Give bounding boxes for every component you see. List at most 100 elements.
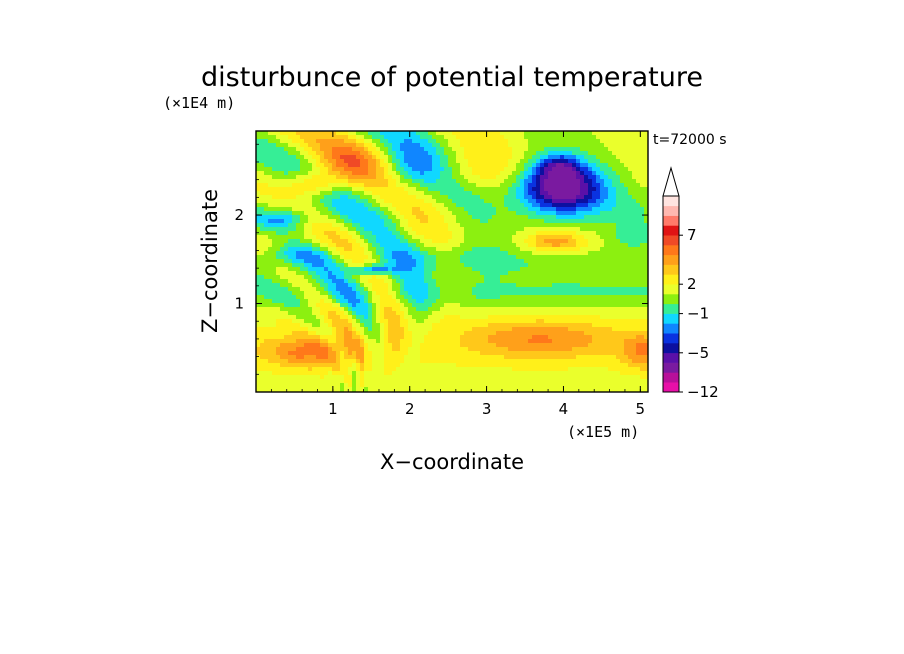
contour-cell	[372, 319, 377, 324]
contour-cell	[412, 175, 441, 180]
contour-cell	[352, 259, 365, 264]
contour-cell	[316, 303, 333, 308]
contour-cell	[628, 187, 648, 192]
contour-cell	[580, 183, 589, 188]
contour-cell	[464, 263, 529, 268]
contour-cell	[256, 383, 341, 388]
contour-cell	[544, 187, 581, 192]
contour-cell	[296, 227, 305, 232]
contour-cell	[376, 143, 385, 148]
contour-cell	[400, 287, 405, 292]
contour-cell	[328, 355, 337, 360]
contour-cell	[532, 167, 537, 172]
contour-cell	[600, 183, 605, 188]
contour-cell	[340, 195, 349, 200]
contour-cell	[536, 199, 545, 204]
contour-cell	[628, 363, 648, 368]
contour-cell	[496, 175, 509, 180]
contour-cell	[460, 139, 509, 144]
contour-cell	[580, 171, 585, 176]
contour-cell	[384, 247, 413, 252]
contour-cell	[576, 175, 585, 180]
contour-cell	[312, 175, 337, 180]
contour-cell	[460, 167, 473, 172]
contour-cell	[300, 143, 309, 148]
contour-cell	[256, 339, 265, 344]
contour-cell	[600, 195, 609, 200]
contour-cell	[340, 383, 345, 388]
contour-cell	[364, 183, 389, 188]
contour-cell	[408, 219, 421, 224]
contour-cell	[524, 195, 533, 200]
contour-cell	[280, 283, 293, 288]
contour-cell	[588, 183, 593, 188]
contour-cell	[424, 179, 437, 184]
contour-cell	[376, 307, 381, 312]
contour-cell	[356, 387, 365, 392]
contour-cell	[280, 131, 297, 136]
contour-cell	[604, 199, 617, 204]
contour-cell	[404, 327, 409, 332]
contour-cell	[296, 347, 329, 352]
contour-cell	[364, 139, 373, 144]
contour-cell	[536, 167, 541, 172]
contour-cell	[436, 299, 648, 304]
contour-cell	[380, 163, 389, 168]
contour-cell	[528, 339, 553, 344]
contour-cell	[576, 203, 589, 208]
contour-cell	[416, 319, 425, 324]
contour-cell	[412, 207, 421, 212]
contour-cell	[420, 355, 505, 360]
contour-cell	[276, 255, 289, 260]
contour-cell	[576, 163, 581, 168]
contour-cell	[404, 187, 417, 192]
contour-cell	[424, 171, 441, 176]
contour-cell	[440, 211, 453, 216]
contour-cell	[284, 251, 297, 256]
contour-cell	[348, 215, 381, 220]
colorbar-swatch	[663, 313, 679, 324]
contour-cell	[340, 171, 353, 176]
contour-cell	[572, 167, 577, 172]
contour-cell	[324, 267, 329, 272]
contour-cell	[364, 331, 381, 336]
contour-cell	[536, 191, 541, 196]
contour-cell	[340, 359, 357, 364]
contour-cell	[600, 139, 648, 144]
contour-cell	[372, 291, 377, 296]
contour-cell	[532, 335, 549, 340]
contour-cell	[344, 335, 353, 340]
colorbar-swatch	[663, 245, 679, 256]
contour-cell	[460, 259, 525, 264]
contour-cell	[372, 363, 385, 368]
contour-cell	[256, 363, 281, 368]
contour-cell	[256, 191, 261, 196]
contour-cell	[516, 195, 525, 200]
contour-cell	[404, 227, 413, 232]
colorbar-swatch	[663, 225, 679, 236]
contour-cell	[412, 139, 429, 144]
contour-cell	[308, 159, 317, 164]
contour-cell	[256, 175, 273, 180]
contour-cell	[328, 295, 333, 300]
contour-cell	[360, 279, 369, 284]
contour-cell	[256, 387, 341, 392]
contour-cell	[592, 335, 637, 340]
contour-cell	[452, 171, 461, 176]
contour-cell	[340, 235, 353, 240]
contour-cell	[396, 223, 401, 228]
contour-cell	[348, 163, 361, 168]
contour-cell	[544, 183, 581, 188]
contour-cell	[360, 195, 373, 200]
contour-cell	[380, 327, 385, 332]
contour-cell	[312, 167, 321, 172]
contour-cell	[384, 359, 405, 364]
contour-cell	[624, 347, 637, 352]
contour-cell	[336, 311, 345, 316]
contour-cell	[364, 147, 369, 152]
contour-cell	[304, 235, 317, 240]
contour-cell	[404, 151, 429, 156]
contour-cell	[592, 191, 601, 196]
contour-cell	[536, 211, 557, 216]
contour-cell	[356, 371, 361, 376]
